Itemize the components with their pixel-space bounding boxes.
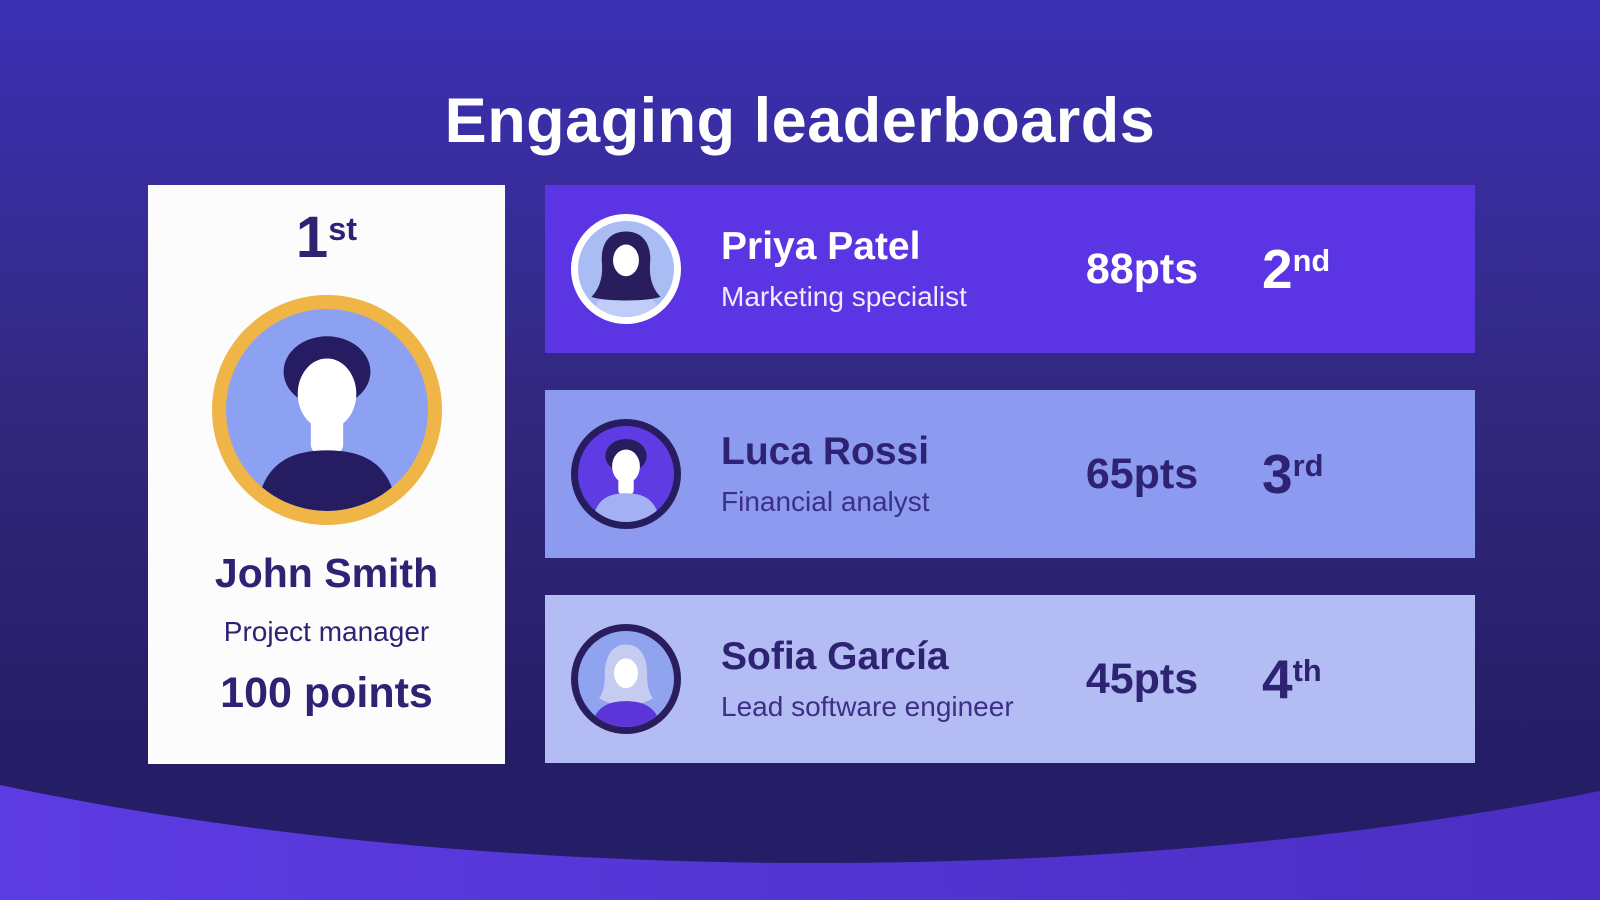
bottom-wave-decoration (0, 785, 1600, 900)
leaderboard-row-2[interactable]: Priya Patel Marketing specialist 88pts 2… (545, 185, 1475, 353)
face-shape (612, 449, 640, 484)
shoulders-shape (255, 450, 398, 511)
male-avatar-icon (592, 438, 660, 522)
row-4-points: 45pts (1085, 654, 1199, 703)
page-title: Engaging leaderboards (444, 86, 1156, 156)
winner-card[interactable]: 1st John Smith Project manager 100 point… (148, 185, 505, 764)
leaderboard-row-3[interactable]: Luca Rossi Financial analyst 65pts 3rd (545, 390, 1475, 558)
wave-shape (0, 785, 1600, 900)
row-3-name: Luca Rossi (721, 430, 930, 473)
female-long-hair-avatar-icon (591, 231, 661, 317)
row-4-name: Sofia García (721, 635, 949, 678)
row-2-avatar (578, 221, 674, 317)
winner-avatar (225, 309, 428, 511)
row-3-role: Financial analyst (721, 486, 930, 517)
row-2-text: Priya Patel Marketing specialist (721, 227, 967, 311)
row-2-avatar-ring (571, 214, 681, 324)
row-2-rank-suffix: nd (1292, 243, 1331, 279)
row-4-role: Lead software engineer (721, 691, 1014, 722)
row-3-avatar-ring (571, 419, 681, 529)
row-4-text: Sofia García Lead software engineer (721, 637, 1014, 721)
face-shape (614, 658, 638, 689)
row-3-points: 65pts (1085, 449, 1199, 498)
row-4-avatar-ring (571, 624, 681, 734)
leaderboard-list: Priya Patel Marketing specialist 88pts 2… (545, 185, 1475, 763)
row-4-rank-badge: 4th (1262, 651, 1387, 707)
winner-name: John Smith (214, 550, 439, 596)
female-bob-hair-avatar-icon (591, 644, 661, 727)
row-3-text: Luca Rossi Financial analyst (721, 432, 930, 516)
winner-points: 100 points (220, 669, 433, 717)
face-shape (613, 244, 639, 277)
winner-rank-suffix: st (328, 211, 358, 248)
leaderboard-row-4[interactable]: Sofia García Lead software engineer 45pt… (545, 595, 1475, 763)
row-3-avatar (578, 426, 674, 522)
shoulders-shape (592, 493, 660, 522)
row-3-rank-badge: 3rd (1262, 446, 1387, 502)
row-4-avatar (578, 631, 674, 727)
row-2-points: 88pts (1085, 244, 1199, 293)
winner-rank-number: 1 (295, 205, 329, 270)
row-3-rank-suffix: rd (1292, 448, 1324, 484)
row-3-rank-number: 3 (1262, 442, 1293, 505)
winner-rank-badge: 1st (296, 209, 357, 267)
shoulders-shape (591, 701, 661, 727)
row-4-rank-number: 4 (1262, 647, 1293, 710)
row-2-name: Priya Patel (721, 225, 921, 268)
row-4-rank-suffix: th (1292, 653, 1322, 689)
row-2-rank-badge: 2nd (1262, 241, 1387, 297)
male-avatar-icon (255, 336, 398, 511)
row-2-rank-number: 2 (1262, 237, 1293, 300)
row-2-role: Marketing specialist (721, 281, 967, 312)
face-shape (297, 358, 356, 430)
winner-role: Project manager (223, 616, 430, 647)
winner-avatar-ring (211, 295, 442, 525)
